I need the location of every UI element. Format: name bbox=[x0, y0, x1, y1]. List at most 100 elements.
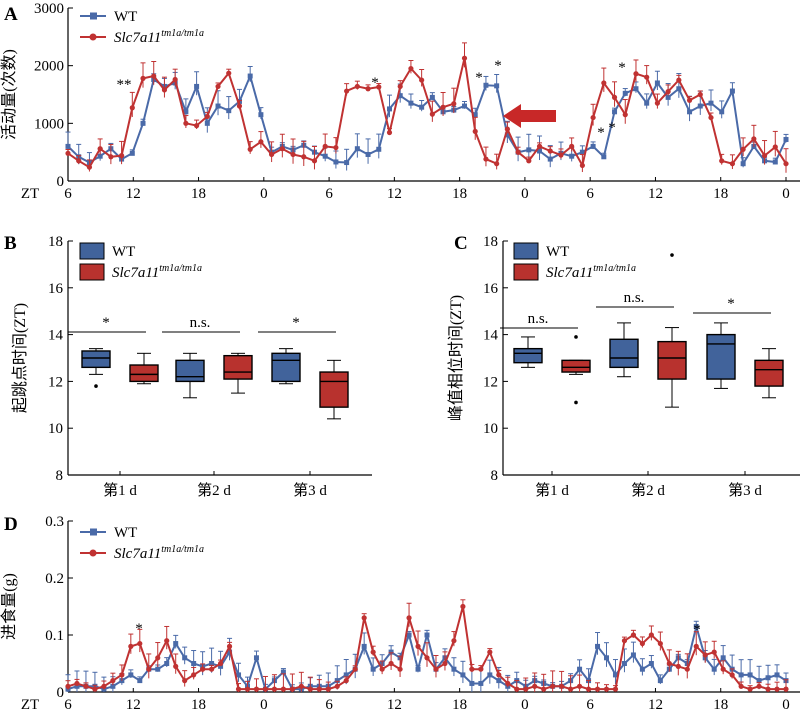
data-point bbox=[235, 686, 242, 692]
data-point bbox=[729, 161, 736, 167]
data-point bbox=[693, 643, 699, 650]
y-tick-label: 16 bbox=[483, 281, 499, 297]
significance-label: * bbox=[292, 315, 300, 331]
data-point bbox=[408, 100, 414, 106]
data-point bbox=[386, 129, 393, 136]
data-point bbox=[325, 686, 331, 692]
legend: WT Slc7a11tm1a/tm1a bbox=[513, 242, 636, 281]
y-tick-label: 14 bbox=[483, 328, 499, 344]
outlier-point bbox=[94, 384, 98, 388]
data-point bbox=[429, 111, 435, 117]
significance-label: * bbox=[102, 315, 110, 331]
data-point bbox=[675, 663, 681, 669]
box-body bbox=[513, 347, 543, 364]
data-point bbox=[451, 666, 457, 672]
data-point bbox=[590, 143, 596, 149]
data-point bbox=[386, 106, 392, 112]
legend-mut-swatch bbox=[513, 263, 539, 281]
data-point bbox=[601, 154, 607, 160]
data-point bbox=[110, 683, 116, 689]
legend-allele-superscript: tm1a/tm1a bbox=[159, 263, 202, 274]
data-point bbox=[644, 74, 650, 80]
data-point bbox=[182, 655, 188, 661]
data-point bbox=[370, 649, 376, 655]
y-axis-label: 活动量(次数) bbox=[0, 49, 18, 140]
data-point bbox=[397, 93, 403, 99]
data-point bbox=[666, 660, 672, 667]
data-point bbox=[129, 105, 135, 111]
data-point bbox=[630, 652, 636, 658]
data-point bbox=[236, 672, 242, 678]
data-point bbox=[108, 154, 114, 160]
y-tick-label: 1000 bbox=[34, 116, 64, 132]
data-point bbox=[472, 128, 478, 135]
data-point bbox=[244, 686, 251, 692]
legend-wt-marker bbox=[90, 528, 97, 536]
x-tick-label: 0 bbox=[782, 186, 790, 202]
panel-label: C bbox=[454, 233, 468, 254]
data-point bbox=[344, 160, 350, 166]
data-point bbox=[118, 153, 125, 159]
data-point bbox=[74, 680, 80, 687]
data-point bbox=[765, 675, 771, 681]
data-point bbox=[370, 666, 376, 672]
data-point bbox=[644, 100, 650, 106]
data-point bbox=[226, 643, 233, 650]
data-point bbox=[354, 83, 360, 90]
data-point bbox=[406, 632, 412, 638]
x-tick-label: 6 bbox=[64, 697, 72, 713]
box-mut bbox=[129, 352, 159, 385]
data-point bbox=[657, 678, 663, 684]
category-label: 第2 d bbox=[631, 481, 665, 499]
data-point bbox=[258, 112, 264, 118]
x-tick-label: 18 bbox=[452, 697, 467, 713]
y-tick-label: 8 bbox=[56, 468, 64, 484]
y-tick-label: 12 bbox=[48, 374, 63, 390]
data-point bbox=[269, 151, 275, 158]
data-point bbox=[311, 158, 318, 164]
data-point bbox=[729, 88, 735, 94]
x-tick-label: 0 bbox=[521, 697, 529, 713]
y-axis-label: 起跳点时间(ZT) bbox=[11, 303, 29, 413]
data-point bbox=[462, 103, 468, 109]
data-point bbox=[568, 686, 574, 692]
data-point bbox=[504, 132, 510, 138]
data-point bbox=[365, 86, 371, 92]
x-tick-label: 6 bbox=[64, 186, 72, 202]
box-body bbox=[223, 354, 253, 380]
data-point bbox=[352, 666, 358, 672]
data-point bbox=[783, 686, 789, 692]
x-tick-label: 18 bbox=[191, 697, 206, 713]
data-point bbox=[612, 109, 618, 115]
data-point bbox=[478, 666, 484, 672]
x-tick-label: 18 bbox=[191, 186, 206, 202]
data-point bbox=[738, 672, 744, 678]
data-point bbox=[361, 615, 367, 621]
legend: WT Slc7a11tm1a/tm1a bbox=[79, 242, 202, 281]
y-tick-label: 0.3 bbox=[45, 514, 64, 530]
data-point bbox=[496, 678, 502, 684]
legend: WT Slc7a11tm1a/tm1a bbox=[80, 9, 204, 46]
outlier-point bbox=[670, 253, 674, 257]
legend: WT Slc7a11tm1a/tm1a bbox=[80, 525, 204, 562]
significance-label: * bbox=[727, 296, 735, 312]
data-point bbox=[494, 161, 500, 167]
data-point bbox=[738, 683, 744, 689]
data-point bbox=[253, 655, 259, 661]
data-point bbox=[65, 150, 71, 156]
data-point bbox=[204, 113, 210, 120]
data-point bbox=[253, 686, 260, 692]
data-point bbox=[676, 77, 682, 83]
data-point bbox=[209, 666, 215, 672]
data-point bbox=[155, 655, 161, 661]
significance-marker: * bbox=[494, 58, 502, 74]
data-point bbox=[110, 678, 116, 684]
legend-mut-marker bbox=[89, 549, 97, 557]
legend-mut-swatch bbox=[79, 263, 105, 281]
data-point bbox=[630, 632, 637, 638]
x-tick-label: 18 bbox=[713, 186, 728, 202]
significance-label: n.s. bbox=[190, 315, 211, 331]
data-point bbox=[97, 146, 103, 152]
